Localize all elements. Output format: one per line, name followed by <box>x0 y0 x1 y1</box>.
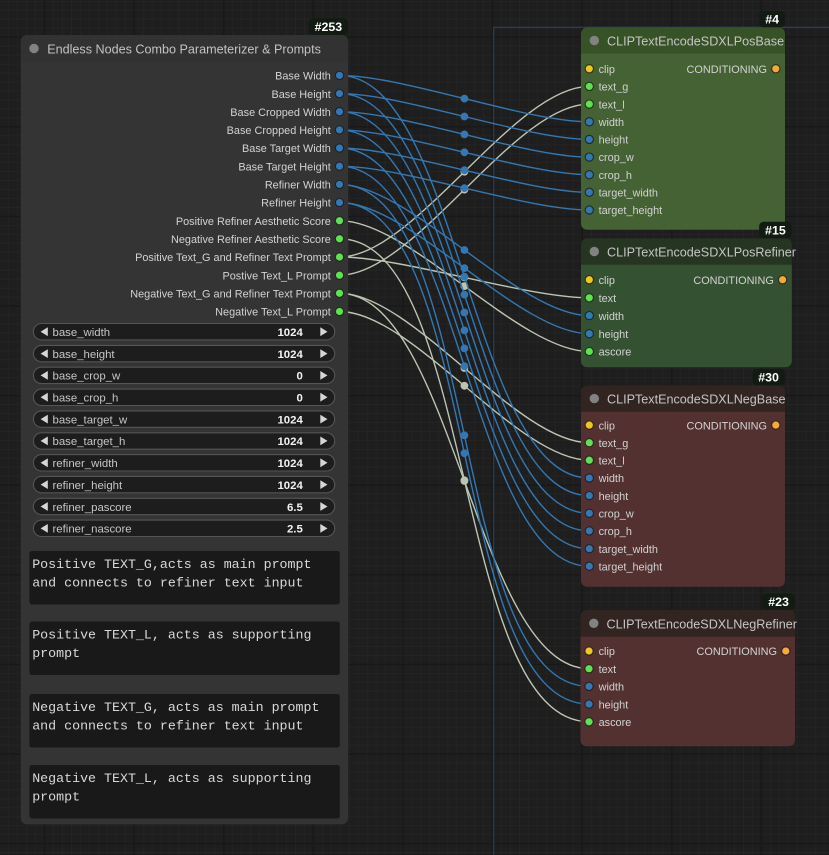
svg-text:prompt: prompt <box>32 789 80 804</box>
svg-text:and connects to refiner text i: and connects to refiner text input <box>32 575 303 590</box>
svg-text:base_height: base_height <box>53 349 116 361</box>
svg-text:Base Cropped Height: Base Cropped Height <box>227 125 331 137</box>
svg-text:ascore: ascore <box>599 717 632 729</box>
svg-text:text: text <box>599 664 617 676</box>
svg-text:text_l: text_l <box>599 99 625 111</box>
svg-text:#4: #4 <box>765 13 779 27</box>
svg-text:clip: clip <box>599 275 615 287</box>
svg-text:1024: 1024 <box>277 414 303 426</box>
svg-text:prompt: prompt <box>32 646 80 661</box>
svg-text:Negative Text_L Prompt: Negative Text_L Prompt <box>215 307 331 319</box>
svg-text:1024: 1024 <box>277 327 303 339</box>
svg-text:Endless Nodes Combo Parameteri: Endless Nodes Combo Parameterizer & Prom… <box>47 43 321 57</box>
svg-text:Positive TEXT_L, acts as suppo: Positive TEXT_L, acts as supporting <box>32 627 311 642</box>
svg-text:base_target_h: base_target_h <box>53 436 126 448</box>
svg-text:1024: 1024 <box>277 480 303 492</box>
svg-text:clip: clip <box>599 646 615 658</box>
svg-text:0: 0 <box>296 393 302 405</box>
svg-text:Positive Refiner Aesthetic Sco: Positive Refiner Aesthetic Score <box>176 216 331 228</box>
svg-text:clip: clip <box>599 420 615 432</box>
svg-text:text_l: text_l <box>599 455 625 467</box>
svg-text:CONDITIONING: CONDITIONING <box>697 646 777 658</box>
svg-text:#15: #15 <box>765 223 786 237</box>
svg-text:width: width <box>598 311 624 323</box>
svg-text:Negative TEXT_L, acts as suppo: Negative TEXT_L, acts as supporting <box>32 771 311 786</box>
svg-text:height: height <box>599 135 629 147</box>
svg-text:target_height: target_height <box>599 561 663 573</box>
svg-text:height: height <box>599 329 629 341</box>
svg-text:crop_w: crop_w <box>599 152 634 164</box>
svg-text:refiner_width: refiner_width <box>53 458 118 470</box>
svg-text:CONDITIONING: CONDITIONING <box>687 420 767 432</box>
svg-text:refiner_nascore: refiner_nascore <box>53 524 132 536</box>
svg-text:text: text <box>599 293 617 305</box>
svg-text:base_target_w: base_target_w <box>53 414 128 426</box>
svg-text:base_crop_h: base_crop_h <box>53 393 119 405</box>
svg-text:crop_h: crop_h <box>599 526 632 538</box>
svg-text:1024: 1024 <box>277 436 303 448</box>
svg-text:width: width <box>598 473 624 485</box>
svg-text:Negative Text_G and Refiner Te: Negative Text_G and Refiner Text Prompt <box>130 289 331 301</box>
svg-text:Base Height: Base Height <box>271 89 330 101</box>
svg-text:2.5: 2.5 <box>287 524 303 536</box>
svg-text:text_g: text_g <box>599 82 629 94</box>
svg-text:width: width <box>598 117 624 129</box>
svg-text:crop_h: crop_h <box>599 170 632 182</box>
svg-text:CLIPTextEncodeSDXLNegRefiner: CLIPTextEncodeSDXLNegRefiner <box>607 617 797 631</box>
svg-text:Base Target Height: Base Target Height <box>238 161 330 173</box>
svg-text:CONDITIONING: CONDITIONING <box>687 64 767 76</box>
svg-text:#253: #253 <box>315 20 343 34</box>
svg-text:Positive TEXT_G,acts as main p: Positive TEXT_G,acts as main prompt <box>32 557 311 572</box>
svg-text:text_g: text_g <box>599 438 629 450</box>
svg-text:Base Target Width: Base Target Width <box>242 143 331 155</box>
svg-text:Refiner Width: Refiner Width <box>265 180 331 192</box>
svg-text:#23: #23 <box>768 595 789 609</box>
svg-text:CONDITIONING: CONDITIONING <box>693 275 773 287</box>
svg-text:1024: 1024 <box>277 349 303 361</box>
svg-text:target_width: target_width <box>599 544 658 556</box>
svg-text:target_height: target_height <box>599 205 663 217</box>
svg-text:height: height <box>599 491 629 503</box>
svg-text:and connects to refiner text i: and connects to refiner text input <box>32 718 303 733</box>
svg-text:Negative TEXT_G, acts as main: Negative TEXT_G, acts as main prompt <box>32 700 319 715</box>
svg-text:Base Cropped Width: Base Cropped Width <box>230 107 331 119</box>
svg-text:Postive Text_L Prompt: Postive Text_L Prompt <box>222 270 330 282</box>
svg-text:crop_w: crop_w <box>599 509 634 521</box>
svg-text:ascore: ascore <box>599 347 632 359</box>
svg-text:CLIPTextEncodeSDXLNegBase: CLIPTextEncodeSDXLNegBase <box>607 393 786 407</box>
svg-text:refiner_pascore: refiner_pascore <box>53 502 132 514</box>
svg-text:Refiner Height: Refiner Height <box>261 198 331 210</box>
svg-text:Negative Refiner Aesthetic Sco: Negative Refiner Aesthetic Score <box>171 234 331 246</box>
svg-text:1024: 1024 <box>277 458 303 470</box>
svg-text:0: 0 <box>296 371 302 383</box>
svg-text:CLIPTextEncodeSDXLPosRefiner: CLIPTextEncodeSDXLPosRefiner <box>607 246 796 260</box>
svg-text:refiner_height: refiner_height <box>53 480 123 492</box>
svg-text:width: width <box>598 682 624 694</box>
svg-text:base_crop_w: base_crop_w <box>53 371 122 383</box>
svg-text:Positive Text_G and Refiner Te: Positive Text_G and Refiner Text Prompt <box>135 252 331 264</box>
svg-text:base_width: base_width <box>53 327 111 339</box>
svg-text:target_width: target_width <box>599 188 658 200</box>
svg-text:#30: #30 <box>758 371 779 385</box>
svg-text:Base Width: Base Width <box>275 71 331 83</box>
svg-text:clip: clip <box>599 64 615 76</box>
svg-text:CLIPTextEncodeSDXLPosBase: CLIPTextEncodeSDXLPosBase <box>607 35 784 49</box>
svg-text:height: height <box>599 699 629 711</box>
svg-text:6.5: 6.5 <box>287 502 303 514</box>
